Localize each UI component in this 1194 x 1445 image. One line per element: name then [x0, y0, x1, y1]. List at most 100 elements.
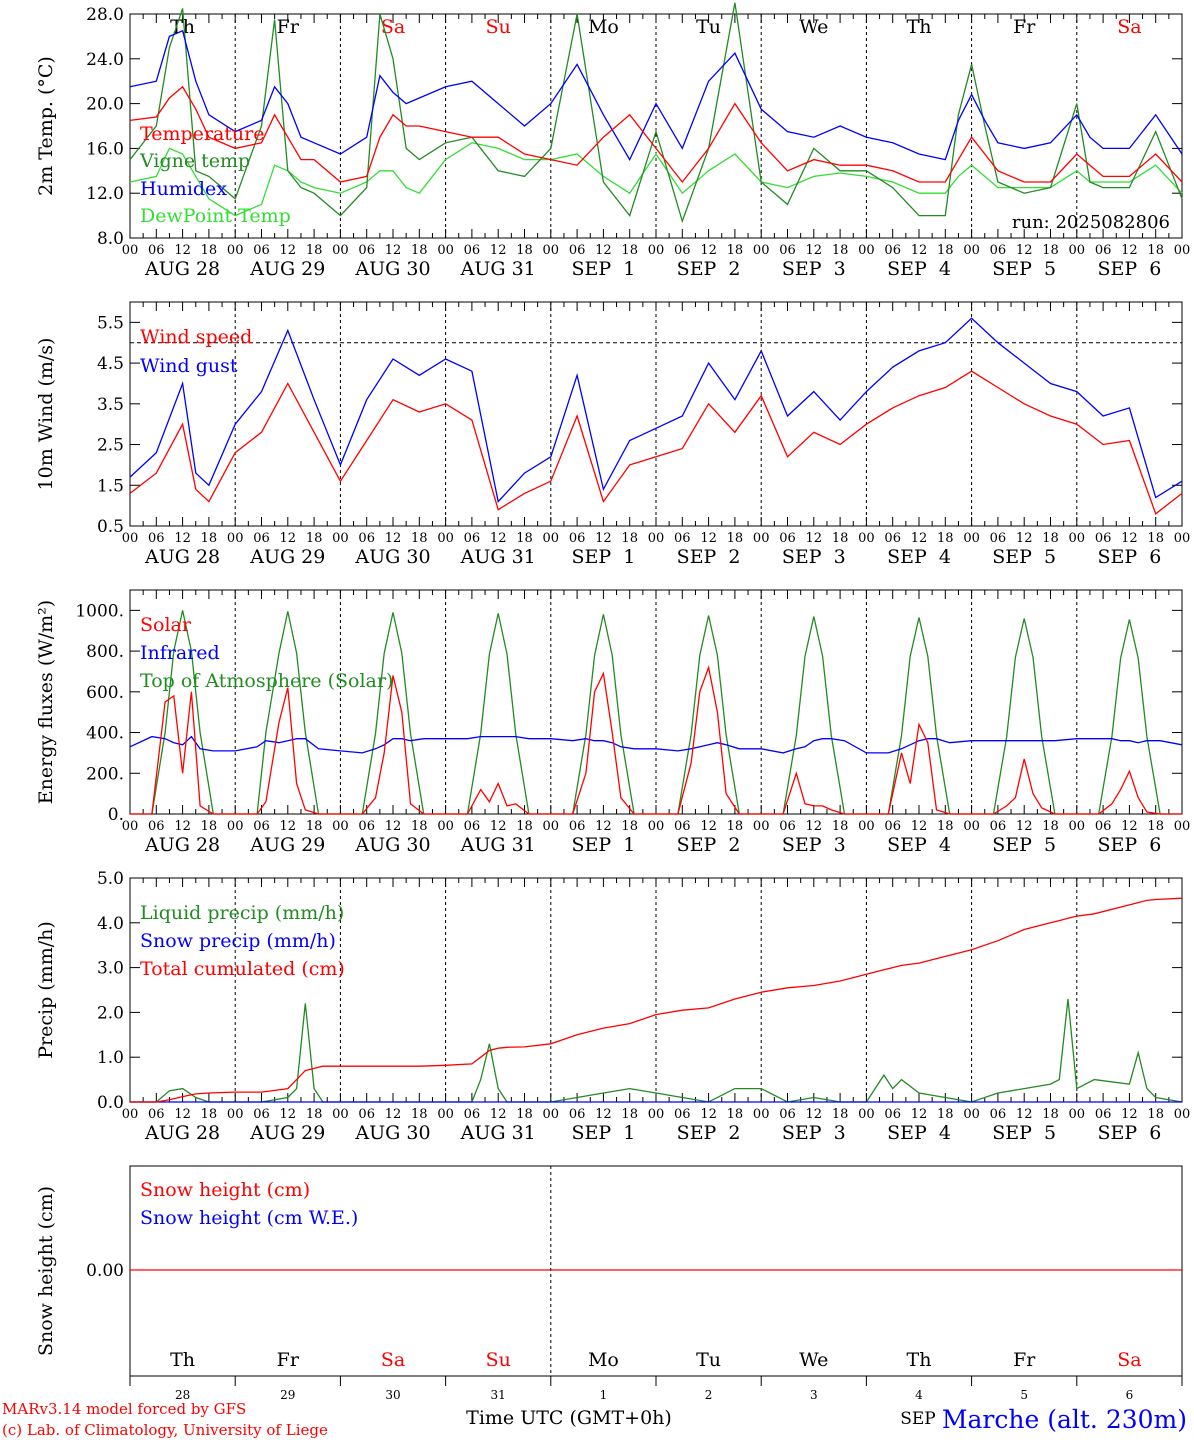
hour-label: 18 — [937, 1107, 954, 1122]
date-label: SEP 2 — [677, 258, 741, 280]
y-tick-label: 16.0 — [86, 139, 124, 159]
hour-label: 12 — [1016, 531, 1033, 546]
weekday-label: Su — [486, 1349, 511, 1371]
y-tick-label: 3.0 — [97, 959, 124, 979]
y-tick-label: 3.5 — [97, 395, 124, 415]
y-tick-label: 8.0 — [97, 229, 124, 249]
y-tick-label: 4.5 — [97, 354, 124, 374]
hour-label: 12 — [1121, 243, 1138, 258]
hour-label: 00 — [1174, 531, 1191, 546]
plot-frame — [129, 589, 1183, 815]
date-label: AUG 29 — [249, 258, 325, 280]
hour-label: 12 — [385, 1107, 402, 1122]
weekday-label: Fr — [277, 16, 300, 38]
series-line-humidex — [129, 29, 1183, 161]
hour-label: 18 — [1147, 243, 1164, 258]
date-label: AUG 29 — [249, 834, 325, 856]
hour-label: 12 — [700, 243, 717, 258]
hour-label: 18 — [621, 531, 638, 546]
hour-label: 18 — [201, 243, 218, 258]
date-label: AUG 29 — [249, 546, 325, 568]
hour-label: 18 — [1042, 243, 1059, 258]
hour-label: 12 — [1016, 243, 1033, 258]
date-label: SEP 3 — [782, 834, 846, 856]
hour-label: 12 — [385, 819, 402, 834]
date-label: SEP 2 — [677, 834, 741, 856]
hour-label: 18 — [201, 531, 218, 546]
series-line-liquid-precip-mm-h- — [130, 998, 1183, 1103]
hour-label: 18 — [937, 819, 954, 834]
weekday-label: Su — [486, 16, 511, 38]
legend-entry: Solar — [140, 614, 192, 636]
y-tick-label: 1.5 — [97, 476, 124, 496]
day-number-label: 2 — [705, 1388, 713, 1402]
hour-label: 00 — [437, 819, 454, 834]
hour-label: 12 — [174, 531, 191, 546]
y-tick-label: 1000. — [75, 601, 124, 621]
hour-label: 06 — [884, 243, 901, 258]
series-line-infrared — [129, 735, 1183, 754]
date-label: SEP 5 — [992, 834, 1056, 856]
weekday-label: Tu — [696, 16, 721, 38]
legend-entry: Snow precip (mm/h) — [140, 930, 336, 952]
hour-label: 18 — [201, 1107, 218, 1122]
hour-label: 18 — [937, 531, 954, 546]
hour-label: 12 — [911, 243, 928, 258]
hour-label: 12 — [911, 531, 928, 546]
month-overlay-label: SEP — [900, 1409, 936, 1429]
date-label: AUG 28 — [144, 1122, 220, 1144]
hour-label: 18 — [832, 243, 849, 258]
hour-label: 00 — [227, 531, 244, 546]
legend-entry: Snow height (cm) — [140, 1179, 310, 1201]
hour-label: 06 — [569, 243, 586, 258]
hour-label: 06 — [1095, 531, 1112, 546]
hour-label: 18 — [306, 819, 323, 834]
hour-label: 06 — [990, 243, 1007, 258]
hour-label: 12 — [806, 1107, 823, 1122]
day-number-label: 28 — [175, 1388, 190, 1402]
hour-label: 18 — [411, 243, 428, 258]
y-axis-label: 2m Temp. (°C) — [35, 56, 57, 196]
hour-label: 06 — [674, 531, 691, 546]
weekday-label: Tu — [696, 1349, 721, 1371]
date-label: AUG 30 — [354, 258, 430, 280]
hour-label: 06 — [884, 819, 901, 834]
y-tick-label: 0. — [108, 805, 124, 825]
date-label: SEP 6 — [1097, 546, 1161, 568]
hour-label: 06 — [358, 243, 375, 258]
bottom-axis: Th 28 Fr 29 Sa 30 Su 31 Mo 1 Tu 2 We 3 Th 4 Fr 5 Sa 6 — [129, 1349, 1183, 1402]
weekday-label: Sa — [1117, 16, 1141, 38]
hour-label: 06 — [884, 1107, 901, 1122]
hour-label: 00 — [1174, 819, 1191, 834]
panel-5: 0.00 Snow height (cm) Snow height (cm) Snow… — [35, 1165, 1183, 1377]
hour-label: 06 — [253, 531, 270, 546]
hour-label: 18 — [727, 531, 744, 546]
day-number-label: 6 — [1126, 1388, 1134, 1402]
hour-label: 18 — [621, 243, 638, 258]
hour-label: 18 — [1147, 819, 1164, 834]
day-number-label: 29 — [280, 1388, 295, 1402]
hour-label: 06 — [1095, 243, 1112, 258]
hour-label: 18 — [832, 531, 849, 546]
day-number-label: 1 — [600, 1388, 608, 1402]
y-tick-label: 1.0 — [97, 1048, 124, 1068]
y-tick-label: 20.0 — [86, 95, 124, 115]
hour-label: 12 — [490, 1107, 507, 1122]
weekday-label: Fr — [1013, 1349, 1036, 1371]
date-label: SEP 4 — [887, 834, 951, 856]
hour-label: 00 — [437, 243, 454, 258]
hour-label: 06 — [779, 819, 796, 834]
y-tick-label: 12.0 — [86, 184, 124, 204]
hour-label: 12 — [174, 819, 191, 834]
hour-label: 18 — [516, 1107, 533, 1122]
y-axis-label: Snow height (cm) — [35, 1186, 57, 1356]
y-tick-label: 0.5 — [97, 517, 124, 537]
hour-label: 00 — [858, 531, 875, 546]
hour-label: 12 — [280, 819, 297, 834]
hour-label: 12 — [490, 243, 507, 258]
date-label: SEP 1 — [571, 258, 635, 280]
hour-label: 00 — [332, 819, 349, 834]
hour-label: 00 — [437, 1107, 454, 1122]
